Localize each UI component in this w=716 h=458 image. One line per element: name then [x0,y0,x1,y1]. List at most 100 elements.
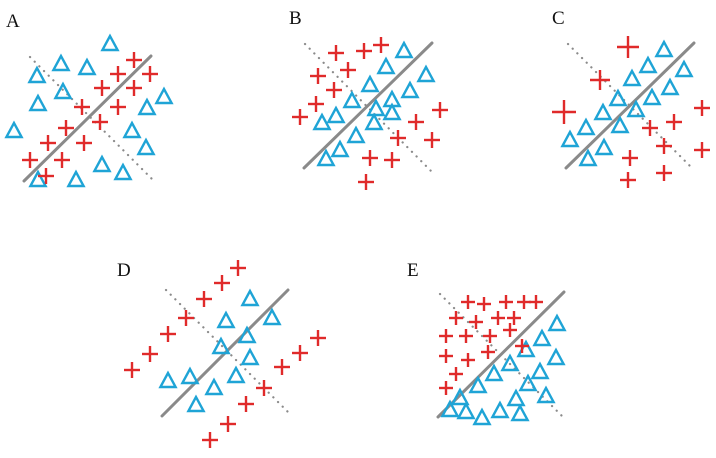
dotted-boundary [28,55,157,184]
plus-icon [92,114,108,130]
triangle-icon [237,325,257,344]
triangle-icon [216,310,236,329]
panel-label-d: D [117,260,131,281]
plus-icon [439,381,453,395]
triangle-icon [622,68,642,87]
plus-icon [590,70,610,90]
plus-icon [529,295,543,309]
triangle-icon [186,394,206,413]
triangle-icon [53,81,73,100]
plus-icon [656,138,672,154]
plus-icon [503,323,517,337]
plus-icon [196,291,212,307]
triangle-icon [28,169,48,188]
plus-icon [449,311,463,325]
plus-icon [142,346,158,362]
triangle-icon [92,154,112,173]
triangle-icon [456,401,476,420]
triangle-icon [560,129,580,148]
decision-boundary [22,54,153,183]
plus-icon [110,99,126,115]
panel-b: B [289,8,448,190]
plus-icon [230,260,246,276]
plus-icon [384,152,400,168]
triangle-icon [547,313,567,332]
plus-icon [620,172,636,188]
plus-icon [58,120,74,136]
plus-icon [256,380,272,396]
plus-icon [22,152,38,168]
triangle-icon [342,90,362,109]
plus-icon [214,275,230,291]
triangle-icon [490,400,510,419]
plus-icon [666,114,682,130]
triangle-icon [506,388,526,407]
triangle-icon [211,336,231,355]
triangle-icon [400,80,420,99]
triangle-icon [416,64,436,83]
triangle-icon [654,39,674,58]
triangle-icon [136,137,156,156]
plus-icon [432,102,448,118]
triangle-icon [530,361,550,380]
triangle-icon [516,339,536,358]
plus-icon [424,132,440,148]
panel-label-a: A [6,11,20,32]
triangle-icon [532,328,552,347]
plus-icon [499,295,513,309]
decision-boundary [564,41,696,170]
plus-icon [76,135,92,151]
plus-icon [310,68,326,84]
panel-label-c: C [552,8,565,29]
triangle-icon [66,169,86,188]
triangle-icon [576,117,596,136]
triangle-icon [382,102,402,121]
triangle-icon [518,373,538,392]
triangle-icon [51,53,71,72]
plus-icon [308,96,324,112]
triangle-icon [472,407,492,426]
plus-icon [358,174,374,190]
triangle-icon [394,40,414,59]
dotted-boundary [164,288,292,416]
plus-icon [517,295,531,309]
triangle-icon [360,74,380,93]
triangle-icon [113,162,133,181]
triangle-icon [578,148,598,167]
triangle-icon [608,88,628,107]
plus-icon [408,114,424,130]
plus-icon [202,432,218,448]
triangle-icon [674,59,694,78]
plus-icon [74,99,90,115]
plus-icon [326,82,342,98]
triangle-icon [316,148,336,167]
triangle-icon [4,120,24,139]
plus-icon [373,37,389,53]
plus-icon [126,52,142,68]
plus-icon [449,367,463,381]
plus-icon [642,120,658,136]
plus-icon [178,310,194,326]
triangle-icon [366,98,386,117]
plus-icon [54,152,70,168]
plus-icon [694,100,710,116]
plus-icon [515,339,529,353]
plus-icon [362,150,378,166]
triangle-icon [326,105,346,124]
triangle-icon [180,366,200,385]
plus-icon [461,295,475,309]
triangle-icon [638,55,658,74]
triangle-icon [204,377,224,396]
plus-icon [356,43,372,59]
panel-d: D [117,260,326,448]
plus-icon [124,362,140,378]
plus-icon [40,135,56,151]
plus-icon [238,396,254,412]
triangle-icon [226,365,246,384]
plus-icon [340,62,356,78]
plus-icon [481,345,495,359]
plus-icon [126,80,142,96]
plus-icon [507,311,521,325]
triangle-icon [536,385,556,404]
